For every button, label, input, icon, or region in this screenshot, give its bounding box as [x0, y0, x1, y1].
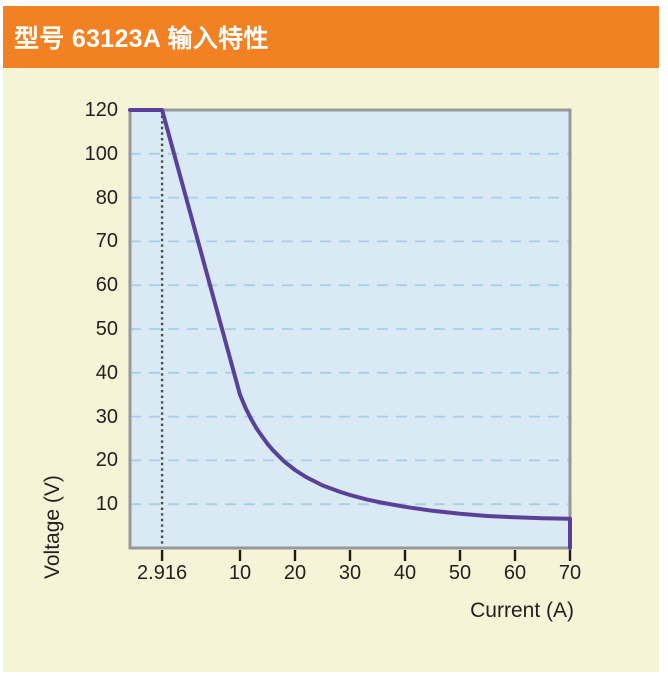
- x-tick-label: 20: [283, 562, 307, 584]
- y-tick-label: 40: [95, 361, 118, 384]
- section-title: 型号 63123A 输入特性: [14, 25, 269, 53]
- y-axis-title: Voltage (V): [41, 475, 64, 579]
- y-tick-label: 50: [95, 318, 118, 340]
- y-tick-label: 100: [84, 142, 118, 165]
- x-axis-title: Current (A): [470, 599, 574, 622]
- y-tick-label: 60: [95, 274, 118, 297]
- y-tick-label: 20: [95, 449, 118, 472]
- x-tick-label: 50: [448, 562, 472, 584]
- y-tick-label: 80: [95, 186, 118, 209]
- y-tick-label: 70: [95, 230, 118, 253]
- x-tick-label: 10: [228, 562, 252, 584]
- y-tick-label: 30: [95, 405, 118, 428]
- plot-border: [128, 108, 572, 550]
- x-tick-label: 40: [393, 562, 417, 584]
- section-header: 型号 63123A 输入特性: [3, 6, 659, 68]
- x-tick-label: 60: [503, 562, 527, 584]
- curve-input-characteristic: [128, 108, 572, 550]
- x-tick-label: 2.916: [137, 562, 188, 584]
- x-tick-label: 30: [338, 562, 362, 584]
- x-tick-label: 70: [558, 562, 582, 584]
- y-tick-label: 10: [95, 493, 118, 516]
- y-tick-label: 120: [84, 99, 118, 121]
